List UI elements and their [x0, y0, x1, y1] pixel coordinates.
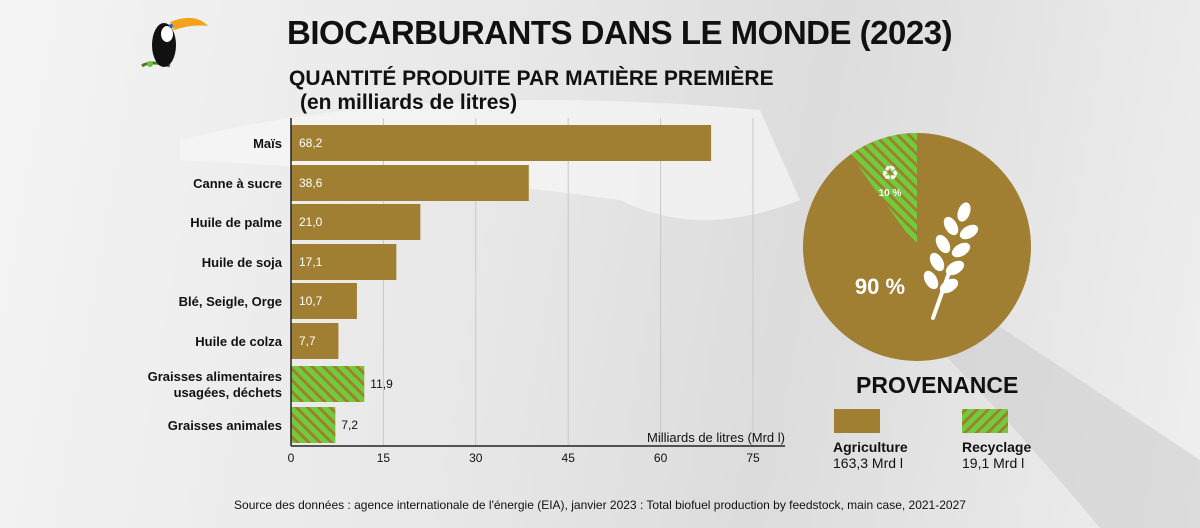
x-tick-label: 45 [562, 451, 576, 465]
bar-value-label: 21,0 [299, 215, 323, 229]
bar-value-label: 7,7 [299, 334, 316, 348]
bar [291, 125, 712, 161]
bar-chart: 0 15 30 45 60 75 68,2 Maïs 38,6 Canne à sucre 21,0… [148, 118, 785, 465]
bar [291, 244, 397, 280]
bar [291, 407, 336, 443]
wheat-grain [929, 252, 945, 272]
pie-chart: 90 % 10 % ♻ [803, 133, 1031, 361]
legend-value-agriculture: 163,3 Mrd l [833, 455, 904, 471]
bar-value-label: 11,9 [370, 377, 393, 391]
x-tick-label: 15 [377, 451, 391, 465]
x-axis-label: Milliards de litres (Mrd l) [647, 430, 785, 445]
legend-value-recycling: 19,1 Mrd l [962, 455, 1025, 471]
recycle-icon: ♻ [881, 163, 899, 185]
hose-shape [930, 300, 1200, 528]
category-label: Blé, Seigle, Orge [179, 294, 282, 309]
bar [291, 323, 339, 359]
category-label: Huile de colza [195, 334, 282, 349]
pie-label-recycling: 10 % [879, 188, 902, 199]
pie-label-agriculture: 90 % [855, 274, 905, 299]
category-label: Graisses alimentaires [148, 369, 282, 384]
pie-title: PROVENANCE [856, 372, 1019, 398]
chart-subtitle: QUANTITÉ PRODUITE PAR MATIÈRE PREMIÈRE [289, 67, 774, 90]
legend-swatch-recycling [962, 409, 1008, 433]
wheat-grain [951, 242, 971, 258]
bar [291, 204, 421, 240]
x-tick-label: 75 [746, 451, 760, 465]
x-tick-label: 30 [469, 451, 483, 465]
x-tick-label: 0 [288, 451, 295, 465]
page-title: BIOCARBURANTS DANS LE MONDE (2023) [287, 14, 953, 51]
category-label: Maïs [253, 136, 282, 151]
wheat-grain [945, 260, 965, 276]
chart-unit-subtitle: (en milliards de litres) [300, 91, 518, 114]
wheat-grain [957, 202, 971, 222]
bar-value-label: 7,2 [341, 418, 358, 432]
bar-value-label: 10,7 [299, 294, 323, 308]
x-tick-label: 60 [654, 451, 668, 465]
bar [291, 283, 357, 319]
legend-swatch-agriculture [834, 409, 880, 433]
legend-label-recycling: Recyclage [962, 439, 1032, 455]
toucan-logo [141, 17, 208, 68]
bar [291, 165, 529, 201]
wheat-icon [923, 202, 979, 320]
category-label: usagées, déchets [174, 385, 282, 400]
category-label: Huile de soja [202, 255, 283, 270]
wheat-grain [959, 224, 979, 240]
bar [291, 366, 365, 402]
source-note: Source des données : agence internationa… [234, 498, 966, 512]
category-label: Huile de palme [190, 215, 282, 230]
bar-value-label: 38,6 [299, 176, 323, 190]
wheat-grain [935, 234, 951, 254]
legend-label-agriculture: Agriculture [833, 439, 908, 455]
wheat-stem [931, 268, 952, 320]
wheat-grain [939, 278, 959, 294]
category-label: Graisses animales [168, 418, 282, 433]
wheat-grain [943, 216, 959, 236]
bar-value-label: 17,1 [299, 255, 323, 269]
pie-slice-recycling [849, 133, 917, 247]
wheat-grain [923, 270, 939, 290]
bar-value-label: 68,2 [299, 136, 323, 150]
category-label: Canne à sucre [193, 176, 282, 191]
